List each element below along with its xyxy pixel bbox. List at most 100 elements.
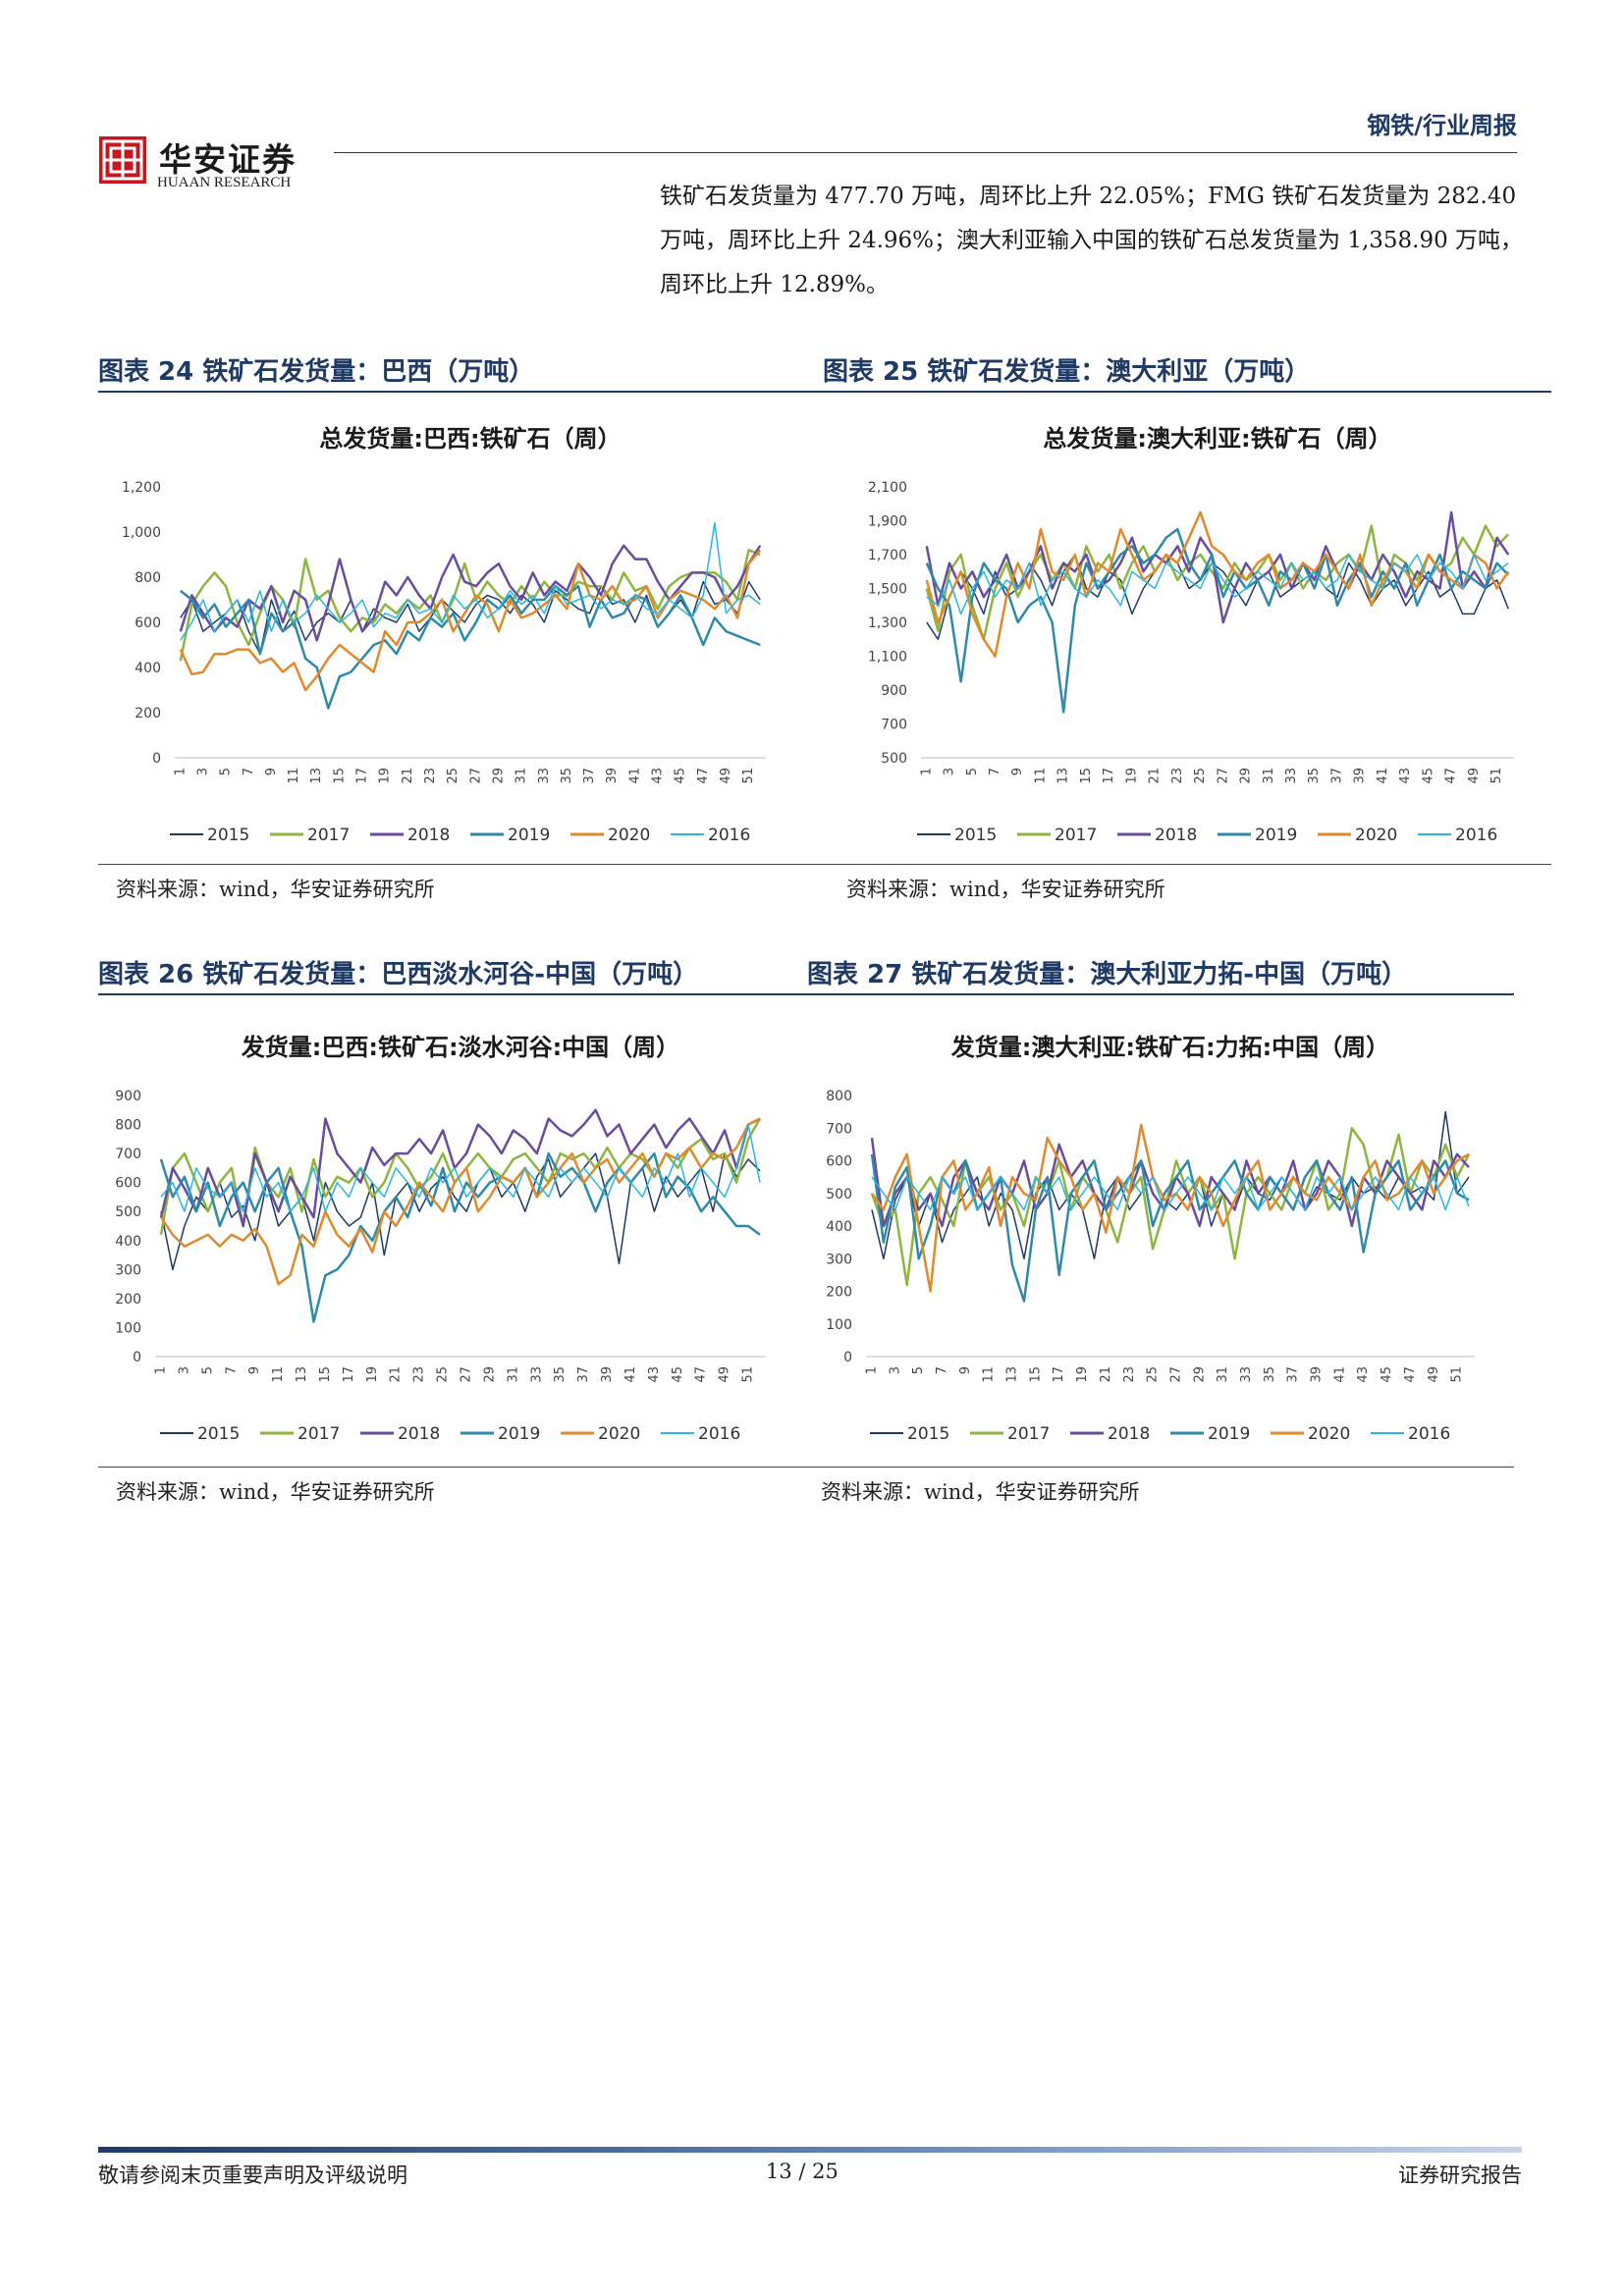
legend-label-2015: 2015 [954, 826, 997, 845]
chart-title: 总发货量:巴西:铁矿石（周） [319, 425, 621, 453]
x-tick-label: 13 [1005, 1366, 1020, 1383]
chart-title: 总发货量:澳大利亚:铁矿石（周） [1043, 425, 1391, 453]
series-line-2020 [159, 1117, 761, 1286]
x-tick-label: 19 [1075, 1366, 1090, 1383]
x-tick-label: 19 [1124, 768, 1139, 784]
legend-label-2016: 2016 [698, 1424, 740, 1444]
series-line-2017 [179, 549, 761, 662]
x-tick-label: 11 [271, 1366, 286, 1383]
series-line-2015 [160, 1152, 761, 1271]
x-tick-label: 25 [1193, 768, 1208, 784]
chart-australia-total: 总发货量:澳大利亚:铁矿石（周） 500 700 900 1,100 1,300 1,500… [823, 402, 1530, 854]
header-divider [334, 152, 1517, 153]
legend-label-2019: 2019 [498, 1424, 540, 1444]
y-tick-label: 400 [115, 1234, 141, 1250]
y-tick-label: 0 [843, 1350, 852, 1365]
figure-27-source: 资料来源：wind，华安证券研究所 [821, 1480, 1140, 1504]
y-tick-label: 2,100 [868, 480, 907, 496]
x-tick-label: 45 [1421, 768, 1435, 784]
legend-label-2016: 2016 [708, 826, 750, 845]
x-tick-label: 33 [529, 1366, 544, 1383]
legend-label-2017: 2017 [1007, 1424, 1050, 1444]
legend-label-2016: 2016 [1408, 1424, 1450, 1444]
x-tick-label: 47 [694, 1366, 709, 1383]
x-tick-label: 33 [1284, 768, 1299, 784]
chart-svg: 总发货量:澳大利亚:铁矿石（周） 500 700 900 1,100 1,300 1,500… [868, 425, 1514, 845]
y-tick-label: 200 [135, 706, 161, 721]
legend-label-2019: 2019 [1208, 1424, 1250, 1444]
series-line-2016 [160, 1123, 761, 1212]
y-tick-label: 800 [826, 1089, 852, 1104]
legend-label-2017: 2017 [1055, 826, 1097, 845]
x-tick-label: 33 [1239, 1366, 1254, 1383]
x-tick-label: 39 [1310, 1366, 1325, 1383]
x-tick-label: 3 [888, 1366, 902, 1374]
legend-label-2018: 2018 [1108, 1424, 1150, 1444]
x-tick-label: 39 [1353, 768, 1368, 784]
legend-label-2018: 2018 [1155, 826, 1197, 845]
x-tick-label: 3 [943, 768, 957, 775]
x-tick-label: 49 [1467, 768, 1482, 784]
y-tick-label: 400 [135, 661, 161, 676]
x-tick-label: 21 [389, 1366, 404, 1383]
x-tick-label: 41 [623, 1366, 638, 1383]
legend-label-2016: 2016 [1455, 826, 1497, 845]
y-tick-label: 1,100 [868, 650, 907, 666]
x-tick-label: 41 [1332, 1366, 1347, 1383]
x-tick-label: 25 [446, 768, 460, 784]
x-tick-label: 37 [582, 768, 597, 784]
figure-24-source: 资料来源：wind，华安证券研究所 [116, 878, 435, 901]
y-tick-label: 400 [826, 1219, 852, 1235]
legend-label-2020: 2020 [608, 826, 650, 845]
y-tick-label: 900 [115, 1089, 141, 1104]
x-tick-label: 47 [1403, 1366, 1418, 1383]
x-tick-label: 17 [1102, 768, 1116, 784]
x-tick-label: 19 [378, 768, 393, 784]
series-line-2018 [159, 1108, 761, 1228]
x-tick-label: 49 [1427, 1366, 1441, 1383]
x-tick-label: 5 [911, 1366, 926, 1374]
series-line-2020 [870, 1123, 1470, 1293]
x-tick-label: 45 [1380, 1366, 1394, 1383]
y-tick-label: 0 [152, 751, 161, 767]
x-tick-label: 35 [553, 1366, 568, 1383]
x-tick-label: 45 [671, 1366, 685, 1383]
legend-label-2015: 2015 [907, 1424, 949, 1444]
logo-english-name: HUAAN RESEARCH [157, 175, 292, 190]
x-tick-label: 37 [1286, 1366, 1301, 1383]
x-tick-label: 13 [295, 1366, 309, 1383]
x-tick-label: 35 [1263, 1366, 1277, 1383]
x-tick-label: 7 [242, 768, 256, 775]
x-tick-label: 23 [412, 1366, 427, 1383]
x-tick-label: 43 [1398, 768, 1413, 784]
legend-label-2017: 2017 [307, 826, 350, 845]
y-tick-label: 500 [115, 1204, 141, 1220]
x-tick-label: 13 [309, 768, 324, 784]
x-tick-label: 7 [988, 768, 1002, 775]
y-tick-label: 1,200 [122, 480, 161, 496]
x-tick-label: 49 [719, 768, 733, 784]
y-tick-label: 100 [115, 1320, 141, 1336]
y-tick-label: 500 [881, 751, 907, 767]
x-tick-label: 33 [537, 768, 552, 784]
legend-label-2017: 2017 [298, 1424, 340, 1444]
chart-svg: 发货量:巴西:铁矿石:淡水河谷:中国（周） 0 100 200 300 400 500 600… [115, 1034, 766, 1444]
x-tick-label: 49 [718, 1366, 732, 1383]
figure-row1-bottom-rule [98, 864, 1551, 865]
x-tick-label: 23 [1170, 768, 1185, 784]
chart-title: 发货量:澳大利亚:铁矿石:力拓:中国（周） [950, 1034, 1389, 1061]
x-tick-label: 27 [468, 768, 483, 784]
y-tick-label: 0 [133, 1350, 141, 1365]
x-tick-label: 23 [1122, 1366, 1137, 1383]
y-tick-label: 800 [135, 570, 161, 586]
figure-row2-bottom-rule [98, 1467, 1514, 1468]
series-line-2016 [180, 522, 761, 641]
x-tick-label: 17 [355, 768, 370, 784]
x-tick-label: 11 [287, 768, 301, 784]
y-tick-label: 200 [115, 1292, 141, 1308]
chart-brazil-total: 总发货量:巴西:铁矿石（周） 0 200 400 600 800 1,000 1,200 1 3 5… [98, 402, 805, 854]
x-tick-label: 43 [651, 768, 666, 784]
series-line-2016 [926, 554, 1509, 615]
x-tick-label: 43 [1356, 1366, 1371, 1383]
y-tick-label: 100 [826, 1317, 852, 1333]
